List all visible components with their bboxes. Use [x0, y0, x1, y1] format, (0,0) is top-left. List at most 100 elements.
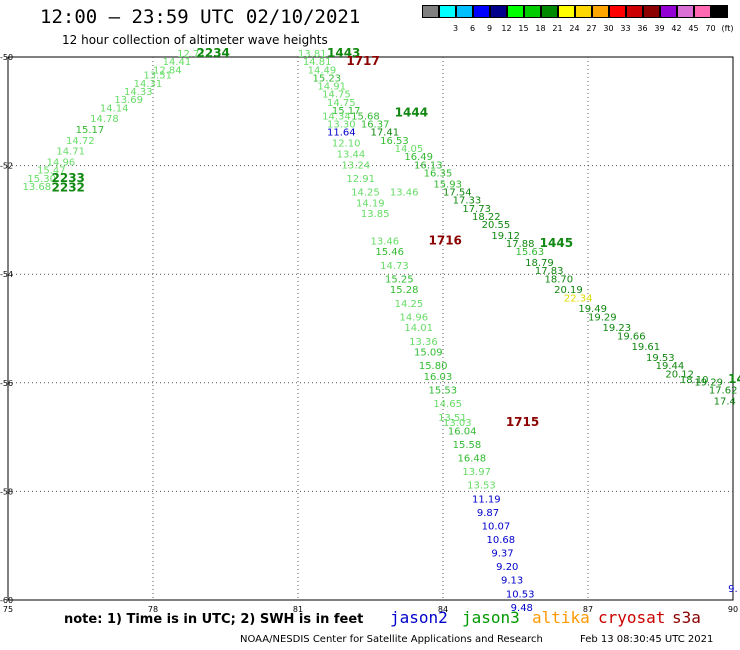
color-scale-label: 18 — [535, 24, 546, 33]
satellite-legend-item: cryosat — [598, 608, 666, 627]
swh-label: 15.23 — [313, 73, 342, 84]
swh-label: 9.20 — [496, 562, 518, 573]
swh-label: 19.23 — [603, 323, 632, 334]
swh-label: 15.46 — [375, 247, 404, 258]
pass-time-label: 2233 — [52, 171, 85, 185]
swh-label: 14.65 — [433, 399, 462, 410]
color-scale-swatch — [524, 5, 541, 18]
swh-label: 18.22 — [472, 212, 501, 223]
swh-label: 16.04 — [448, 426, 477, 437]
satellite-legend-item: jason2 — [390, 608, 448, 627]
units-note: note: 1) Time is in UTC; 2) SWH is in fe… — [64, 612, 364, 627]
swh-label: 16.49 — [404, 152, 433, 163]
color-scale-swatch — [541, 5, 558, 18]
swh-label: 12.84 — [153, 65, 182, 76]
swh-label: 17.62 — [709, 386, 738, 397]
page-subtitle: 12 hour collection of altimeter wave hei… — [62, 33, 328, 47]
color-scale-swatch — [473, 5, 490, 18]
x-tick-label: 90 — [728, 605, 738, 614]
swh-label: 14.72 — [66, 136, 95, 147]
swh-label: 14.01 — [404, 323, 433, 334]
color-scale-label: 33 — [620, 24, 631, 33]
generated-timestamp: Feb 13 08:30:45 UTC 2021 — [580, 634, 714, 645]
swh-label: 13.46 — [390, 187, 419, 198]
swh-label: 17.83 — [535, 266, 564, 277]
swh-label: 15.47 — [37, 166, 66, 177]
swh-label: 17.88 — [506, 239, 535, 250]
swh-label: 15.09 — [414, 348, 443, 359]
swh-label: 13.51 — [143, 71, 172, 82]
pass-time-label: 1443 — [327, 46, 360, 60]
swh-label: 10.53 — [506, 589, 535, 600]
swh-label: 16.37 — [361, 120, 390, 131]
map-frame — [7, 56, 734, 601]
swh-label: 20.19 — [554, 285, 583, 296]
pass-time-label: 1717 — [346, 54, 379, 68]
swh-label: 13.03 — [443, 418, 472, 429]
swh-label: 16.03 — [424, 372, 453, 383]
x-tick-label: 87 — [583, 605, 593, 614]
swh-label: 15.68 — [351, 111, 380, 122]
x-tick-label: 78 — [148, 605, 158, 614]
pass-time-label: 144 — [728, 372, 740, 386]
swh-label: 13.30 — [327, 120, 356, 131]
swh-label: 16.35 — [424, 168, 453, 179]
credit-text: NOAA/NESDIS Center for Satellite Applica… — [240, 634, 543, 645]
swh-label: 22.34 — [564, 293, 593, 304]
swh-label: 14.96 — [47, 158, 76, 169]
color-scale-swatch — [694, 5, 711, 18]
swh-label: 15.80 — [419, 361, 448, 372]
swh-label: 15.17 — [332, 106, 361, 117]
swh-label: 14.81 — [303, 57, 332, 68]
swh-label: 15.63 — [516, 247, 545, 258]
pass-time-label: 1444 — [395, 106, 428, 120]
x-tick-label: 75 — [3, 605, 13, 614]
color-scale-swatch — [558, 5, 575, 18]
swh-label: 13.81 — [298, 49, 327, 60]
swh-label: 19.12 — [491, 231, 520, 242]
swh-label: 15.25 — [385, 274, 414, 285]
swh-label: 17.41 — [371, 128, 400, 139]
y-tick-label: -50 — [0, 53, 13, 62]
swh-label: 13.51 — [438, 413, 467, 424]
swh-label: 14.75 — [327, 98, 356, 109]
page-title: 12:00 – 23:59 UTC 02/10/2021 — [40, 6, 361, 28]
color-scale-label: 9 — [486, 24, 493, 33]
swh-label: 14.25 — [351, 187, 380, 198]
swh-label: 14.41 — [163, 57, 192, 68]
satellite-legend-item: jason3 — [462, 608, 520, 627]
swh-label: 13.97 — [462, 467, 491, 478]
color-scale-swatch — [609, 5, 626, 18]
color-scale-label: 36 — [637, 24, 648, 33]
swh-label: 14.14 — [100, 103, 129, 114]
color-scale-label: 24 — [569, 24, 580, 33]
swh-label: 9.48 — [511, 603, 533, 614]
swh-label: 15.30 — [27, 174, 56, 185]
swh-label: 14.71 — [56, 147, 85, 158]
swh-label: 14.96 — [400, 312, 429, 323]
swh-label: 17.54 — [443, 187, 472, 198]
swh-label: 20.55 — [482, 220, 511, 231]
color-scale-swatch — [575, 5, 592, 18]
swh-label: 12.91 — [346, 174, 375, 185]
pass-time-label: 1716 — [429, 233, 462, 247]
swh-label: 13.53 — [467, 481, 496, 492]
pass-time-label: 1445 — [540, 236, 573, 250]
swh-label: 14.25 — [395, 299, 424, 310]
swh-label: 18.79 — [525, 258, 554, 269]
color-scale-label: 45 — [688, 24, 699, 33]
swh-label: 19.44 — [656, 361, 685, 372]
pass-time-label: 1715 — [506, 415, 539, 429]
swh-label: 13.85 — [361, 209, 390, 220]
swh-label: 13.68 — [23, 182, 52, 193]
color-scale-swatch — [507, 5, 524, 18]
swh-label: 13.44 — [337, 149, 366, 160]
swh-label: 16.48 — [458, 454, 487, 465]
swh-label: 16.13 — [414, 160, 443, 171]
color-scale-swatch — [711, 5, 728, 18]
y-tick-label: -60 — [0, 596, 13, 605]
swh-label: 16.53 — [380, 136, 409, 147]
swh-label: 19.29 — [588, 312, 617, 323]
swh-label: 11.64 — [327, 128, 356, 139]
